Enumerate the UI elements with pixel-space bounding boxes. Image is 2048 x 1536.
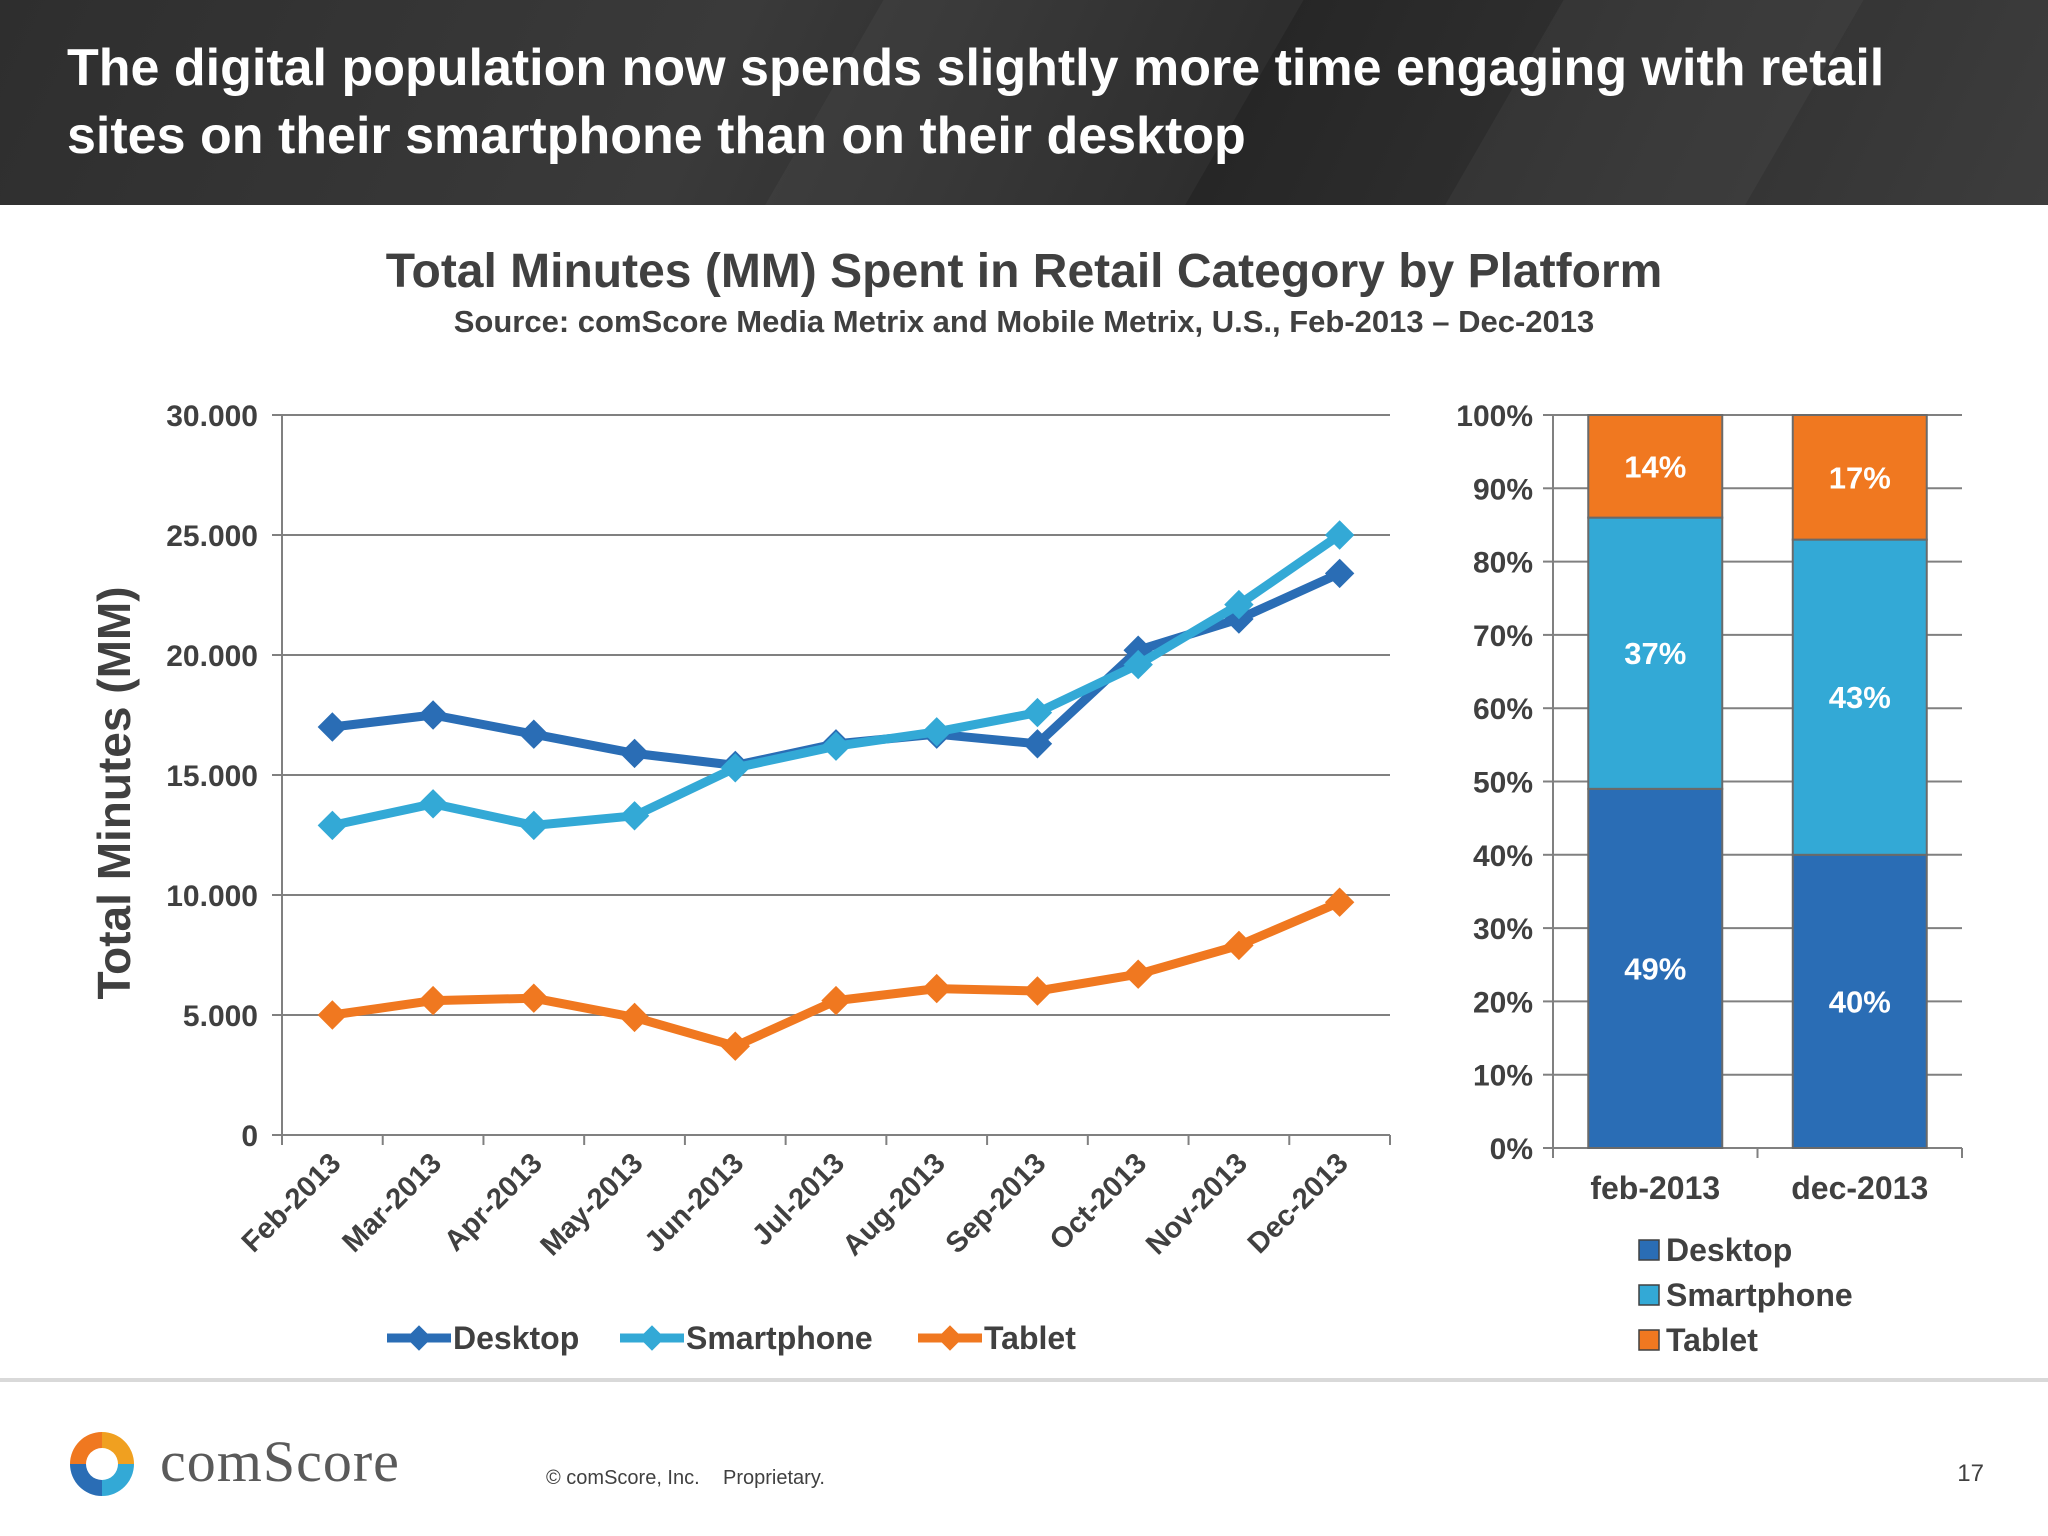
bar-data-label: 40% xyxy=(1829,984,1891,1019)
slide-title: The digital population now spends slight… xyxy=(67,39,1885,165)
bar-y-tick-label: 90% xyxy=(1473,473,1533,506)
line-y-tick-label: 15.000 xyxy=(166,760,258,793)
bar-legend-label: Desktop xyxy=(1666,1232,1792,1268)
point-smartphone xyxy=(519,810,549,841)
comscore-logo-icon xyxy=(70,1432,134,1496)
point-tablet xyxy=(619,1002,650,1033)
point-tablet xyxy=(317,1000,348,1030)
point-desktop xyxy=(1324,558,1355,589)
bar-x-tick-label: dec-2013 xyxy=(1791,1170,1928,1206)
line-x-tick-label: Dec-2013 xyxy=(1242,1147,1355,1260)
line-x-tick-label: Sep-2013 xyxy=(940,1147,1053,1260)
point-tablet xyxy=(720,1031,750,1061)
bar-segment-smartphone xyxy=(1791,538,1928,856)
legend-line-marker xyxy=(639,1325,665,1351)
bar-segment-smartphone xyxy=(1587,516,1724,790)
point-desktop xyxy=(519,719,549,749)
line-legend-label: Desktop xyxy=(453,1320,579,1356)
charts-canvas: 0 5.000 10.000 15.000 20.000 25.000 30.000 Feb-… xyxy=(88,400,1963,1358)
brand-name: comScore xyxy=(160,1429,400,1494)
point-smartphone xyxy=(317,810,348,841)
point-tablet xyxy=(922,973,952,1004)
legend-line-marker xyxy=(406,1325,432,1351)
point-tablet xyxy=(1324,887,1355,917)
bar-y-tick-label: 10% xyxy=(1473,1060,1533,1093)
legend-line-marker xyxy=(937,1325,963,1351)
bar-segment-tablet xyxy=(1587,414,1724,519)
point-smartphone xyxy=(922,717,952,747)
bar-y-tick-label: 0% xyxy=(1490,1133,1533,1166)
point-desktop xyxy=(317,712,348,742)
point-tablet xyxy=(519,983,549,1013)
line-y-axis-label: Total Minutes (MM) xyxy=(88,586,140,999)
point-tablet xyxy=(1123,959,1153,989)
line-x-tick-label: Apr-2013 xyxy=(438,1147,548,1257)
bar-data-label: 14% xyxy=(1624,449,1686,484)
line-x-tick-label: Feb-2013 xyxy=(236,1147,348,1259)
line-x-tick-label: May-2013 xyxy=(535,1147,650,1262)
line-x-tick-label: Mar-2013 xyxy=(336,1147,448,1259)
point-smartphone xyxy=(1324,520,1355,550)
point-smartphone xyxy=(1123,649,1153,680)
bar-segment-tablet xyxy=(1791,414,1928,541)
bar-y-tick-label: 60% xyxy=(1473,693,1533,726)
line-x-tick-label: Aug-2013 xyxy=(837,1147,952,1262)
bar-legend-swatch xyxy=(1638,1329,1660,1351)
point-smartphone xyxy=(821,731,851,761)
line-y-tick-label: 5.000 xyxy=(183,1000,258,1033)
line-y-tick-label: 30.000 xyxy=(166,400,258,433)
bar-data-label: 37% xyxy=(1624,636,1686,671)
point-tablet xyxy=(821,985,851,1016)
chart-subtitle: Source: comScore Media Metrix and Mobile… xyxy=(453,304,1595,339)
bar-legend-swatch xyxy=(1638,1284,1660,1306)
bar-legend-label: Tablet xyxy=(1666,1322,1758,1358)
slide-header: The digital population now spends slight… xyxy=(0,0,2048,205)
point-desktop xyxy=(1022,729,1053,759)
point-tablet xyxy=(418,985,448,1016)
line-x-tick-label: Oct-2013 xyxy=(1044,1147,1153,1256)
bar-data-label: 43% xyxy=(1829,680,1891,715)
bar-data-label: 17% xyxy=(1829,460,1891,495)
point-tablet xyxy=(1022,976,1053,1006)
bar-y-tick-label: 100% xyxy=(1456,400,1533,433)
bar-data-label: 49% xyxy=(1624,951,1686,986)
bar-y-tick-label: 40% xyxy=(1473,840,1533,873)
bar-legend-label: Smartphone xyxy=(1666,1277,1853,1313)
line-y-tick-label: 25.000 xyxy=(166,520,258,553)
series-line-tablet xyxy=(331,898,1342,1051)
chart-title: Total Minutes (MM) Spent in Retail Categ… xyxy=(385,245,1663,298)
line-y-tick-label: 20.000 xyxy=(166,640,258,673)
bar-segment-desktop xyxy=(1587,787,1724,1150)
point-smartphone xyxy=(1224,589,1254,620)
bar-y-tick-label: 80% xyxy=(1473,547,1533,580)
line-y-tick-label: 0 xyxy=(241,1120,258,1153)
point-desktop xyxy=(619,738,650,769)
line-legend-label: Smartphone xyxy=(686,1320,873,1356)
bar-y-tick-label: 30% xyxy=(1473,913,1533,946)
bar-x-tick-label: feb-2013 xyxy=(1590,1170,1720,1206)
point-desktop xyxy=(418,700,448,730)
point-smartphone xyxy=(619,801,650,831)
line-x-tick-label: Nov-2013 xyxy=(1140,1147,1254,1261)
line-x-tick-label: Jul-2013 xyxy=(746,1147,851,1252)
line-y-tick-label: 10.000 xyxy=(166,880,258,913)
bar-y-tick-label: 50% xyxy=(1473,767,1533,800)
bar-y-tick-label: 70% xyxy=(1473,620,1533,653)
bar-legend-swatch xyxy=(1638,1239,1660,1261)
footer-divider xyxy=(0,1378,2048,1382)
proprietary-text: Proprietary. xyxy=(723,1467,825,1489)
bar-segment-desktop xyxy=(1791,853,1928,1149)
line-x-tick-label: Jun-2013 xyxy=(639,1147,751,1259)
series-line-smartphone xyxy=(331,531,1343,830)
line-legend-label: Tablet xyxy=(984,1320,1076,1356)
page-number: 17 xyxy=(1957,1460,1984,1487)
bar-y-tick-label: 20% xyxy=(1473,986,1533,1019)
point-smartphone xyxy=(720,753,750,783)
copyright-text: © comScore, Inc. xyxy=(546,1467,700,1489)
point-tablet xyxy=(1224,930,1254,961)
point-smartphone xyxy=(418,789,448,819)
point-smartphone xyxy=(1022,697,1053,728)
